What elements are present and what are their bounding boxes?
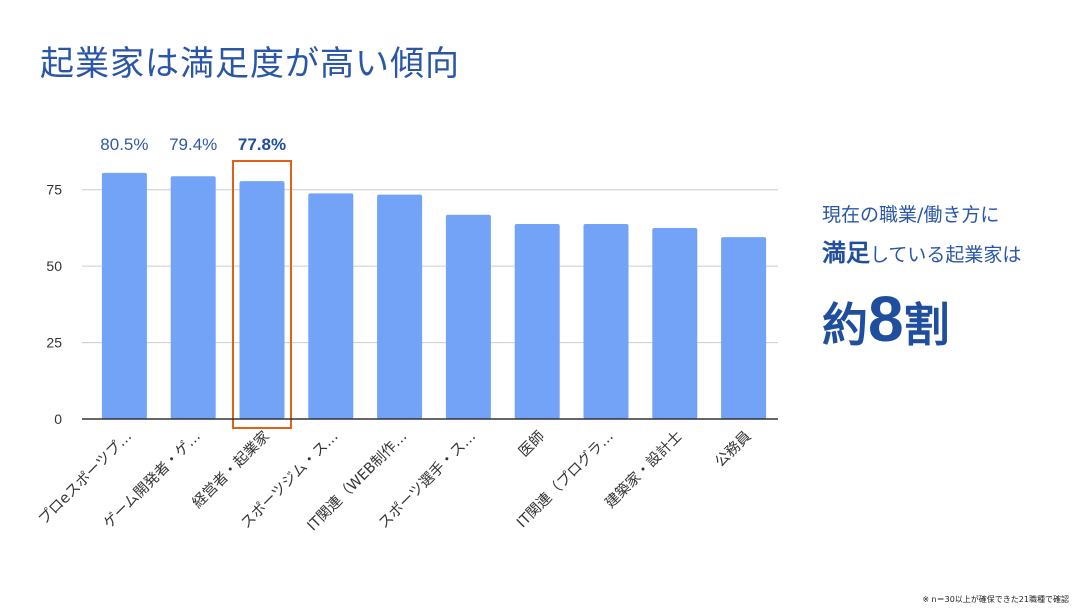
bar: [721, 237, 767, 419]
bar: [239, 181, 285, 419]
callout-emphasis: 満足: [822, 239, 870, 267]
bar: [170, 176, 216, 419]
page-title: 起業家は満足度が高い傾向: [40, 44, 460, 84]
x-category-label: 医師: [516, 428, 549, 461]
callout-line2-text: している起業家は: [870, 244, 1022, 266]
y-tick-label: 75: [46, 182, 62, 198]
y-tick-label: 25: [46, 335, 62, 351]
bar: [308, 193, 354, 419]
bar: [377, 194, 423, 419]
bar: [445, 214, 491, 419]
highlight-frame: [232, 160, 292, 429]
bar: [652, 227, 698, 419]
callout-headline: 約8割: [822, 282, 1072, 356]
callout-headline-number: 8: [868, 283, 904, 355]
bar: [514, 223, 560, 419]
callout-line1: 現在の職業/働き方に: [822, 204, 1000, 226]
bar: [101, 172, 147, 419]
data-label: 77.8%: [238, 135, 286, 154]
y-tick-label: 50: [46, 258, 62, 274]
satisfaction-bar-chart: 025507580.5%プロeスポーツプ…79.4%ゲーム開発者・ゲ…77.8%…: [35, 135, 778, 534]
bar: [583, 223, 629, 419]
callout-line2: 満足している起業家は: [822, 233, 1072, 268]
callout-headline-suffix: 割: [903, 298, 950, 352]
footnote: ※ n＝30以上が確保できた21職種で確認: [922, 595, 1069, 604]
data-label: 80.5%: [100, 135, 148, 154]
x-category-label: 公務員: [712, 428, 755, 471]
callout-headline-prefix: 約: [822, 298, 868, 352]
data-label: 79.4%: [169, 135, 217, 154]
y-tick-label: 0: [54, 411, 62, 427]
summary-callout: 現在の職業/働き方に 満足している起業家は 約8割: [822, 200, 1072, 356]
